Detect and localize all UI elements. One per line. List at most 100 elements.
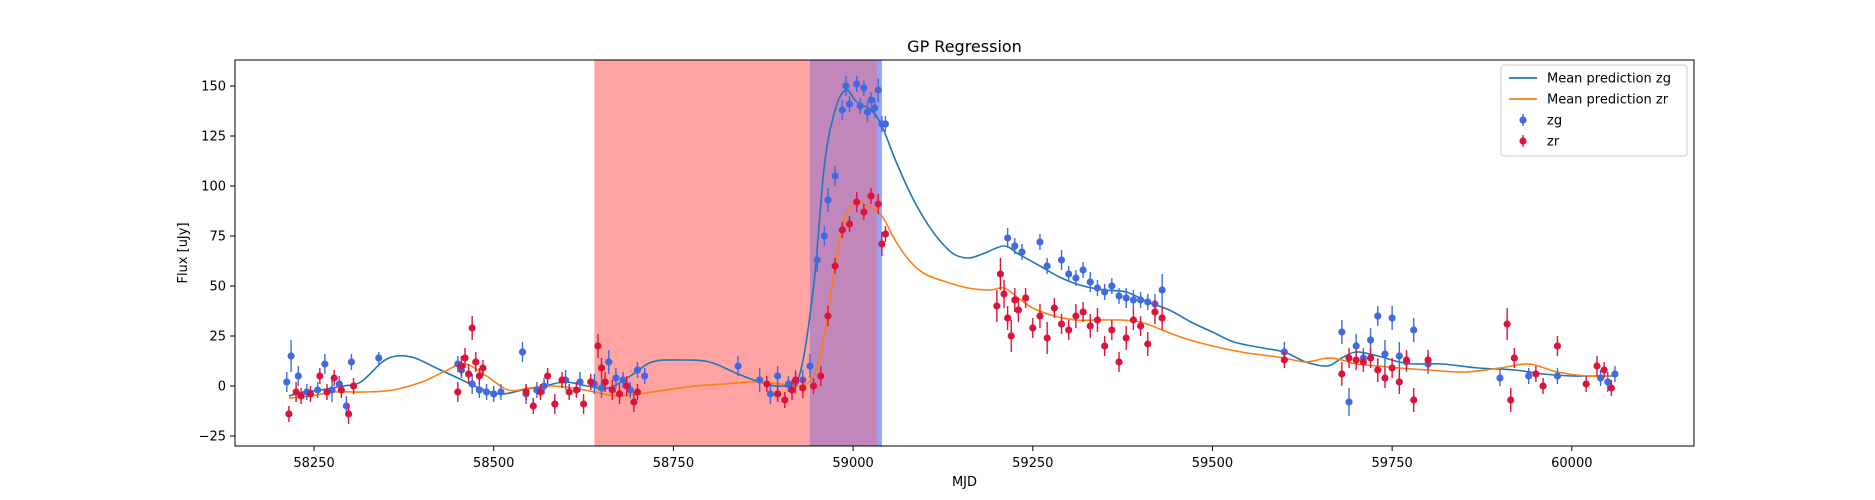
data-point xyxy=(871,104,879,112)
data-point xyxy=(497,388,505,396)
data-point xyxy=(763,380,771,388)
data-point xyxy=(316,372,324,380)
series-points-zr xyxy=(285,188,1615,424)
y-tick-label: 100 xyxy=(201,180,226,195)
x-tick-label: 59500 xyxy=(1192,456,1233,471)
data-point xyxy=(615,390,624,398)
data-point xyxy=(344,410,353,418)
data-point xyxy=(774,390,782,398)
axis-ticks: 58250 58500 58750 59000 59250 59500 59750 60000… xyxy=(199,80,1593,472)
data-point xyxy=(347,358,356,366)
x-tick-label: 59000 xyxy=(832,456,873,471)
data-point xyxy=(1345,354,1353,362)
data-point xyxy=(283,378,291,386)
data-point xyxy=(1122,294,1130,302)
shaded-region-1 xyxy=(594,60,810,446)
data-point xyxy=(766,390,775,398)
data-point xyxy=(824,196,832,204)
data-point xyxy=(294,372,302,380)
data-point xyxy=(1036,312,1044,320)
data-point xyxy=(594,342,602,350)
data-point xyxy=(1043,334,1051,342)
legend-box xyxy=(1500,64,1688,157)
data-point xyxy=(1338,370,1346,378)
data-point xyxy=(1582,380,1590,388)
data-point xyxy=(1029,324,1037,332)
data-point xyxy=(475,372,483,380)
data-point xyxy=(1395,378,1403,386)
data-point xyxy=(1352,342,1360,350)
x-axis-label: MJD xyxy=(952,475,977,490)
data-point xyxy=(1101,288,1109,296)
data-point xyxy=(1410,396,1418,404)
data-point xyxy=(1158,314,1166,322)
data-point xyxy=(1388,314,1396,322)
x-tick-label: 58500 xyxy=(473,456,514,471)
series-points-zg xyxy=(283,76,1619,416)
data-point xyxy=(522,388,530,396)
data-point xyxy=(457,362,465,370)
data-point xyxy=(881,230,890,238)
data-point xyxy=(306,390,315,398)
data-point xyxy=(845,220,854,228)
data-point xyxy=(1079,266,1087,274)
data-point xyxy=(860,84,868,92)
data-point xyxy=(285,410,293,418)
data-point xyxy=(1043,262,1051,270)
data-point xyxy=(287,352,295,360)
data-point xyxy=(842,82,850,90)
data-point xyxy=(1366,354,1375,362)
data-point xyxy=(1553,372,1562,380)
data-point xyxy=(1018,248,1026,256)
data-point xyxy=(788,386,796,394)
plot-frame xyxy=(234,59,1695,447)
data-point xyxy=(490,390,498,398)
data-point xyxy=(619,376,627,384)
data-point xyxy=(1093,284,1102,292)
data-point xyxy=(1108,326,1116,334)
data-point xyxy=(479,364,487,372)
data-point xyxy=(1345,398,1353,406)
data-point xyxy=(633,388,642,396)
y-tick-label: 150 xyxy=(201,80,226,95)
legend-swatch-marker xyxy=(1519,137,1527,145)
y-tick-label: 0 xyxy=(218,380,226,395)
data-point xyxy=(468,380,476,388)
data-point xyxy=(518,348,527,356)
x-tick-label: 59750 xyxy=(1371,456,1412,471)
data-point xyxy=(529,402,537,410)
data-point xyxy=(1086,278,1094,286)
data-point xyxy=(461,354,469,362)
data-point xyxy=(1151,308,1159,316)
data-point xyxy=(551,400,559,408)
chart-title: GP Regression xyxy=(907,37,1022,56)
series-line-mean-prediction-zr xyxy=(288,200,1615,399)
legend-entry-label: Mean prediction zg xyxy=(1547,72,1671,87)
data-point xyxy=(579,400,588,408)
data-point xyxy=(831,172,839,180)
data-point xyxy=(784,380,793,388)
data-point xyxy=(878,240,886,248)
data-point xyxy=(993,302,1001,310)
data-point xyxy=(1007,332,1015,340)
data-point xyxy=(337,386,345,394)
data-point xyxy=(853,80,861,88)
data-point xyxy=(1381,374,1389,382)
data-point xyxy=(1374,312,1382,320)
data-point xyxy=(1366,336,1375,344)
data-point xyxy=(1086,322,1094,330)
data-point xyxy=(1532,370,1540,378)
data-point xyxy=(1503,320,1511,328)
data-point xyxy=(1101,342,1109,350)
data-point xyxy=(314,386,322,394)
data-point xyxy=(1359,358,1367,366)
data-point xyxy=(565,388,573,396)
legend-swatch-marker xyxy=(1519,116,1527,124)
data-point xyxy=(1593,362,1601,370)
data-point xyxy=(641,372,649,380)
data-point xyxy=(831,262,839,270)
data-point xyxy=(576,378,584,386)
data-point xyxy=(540,382,548,390)
